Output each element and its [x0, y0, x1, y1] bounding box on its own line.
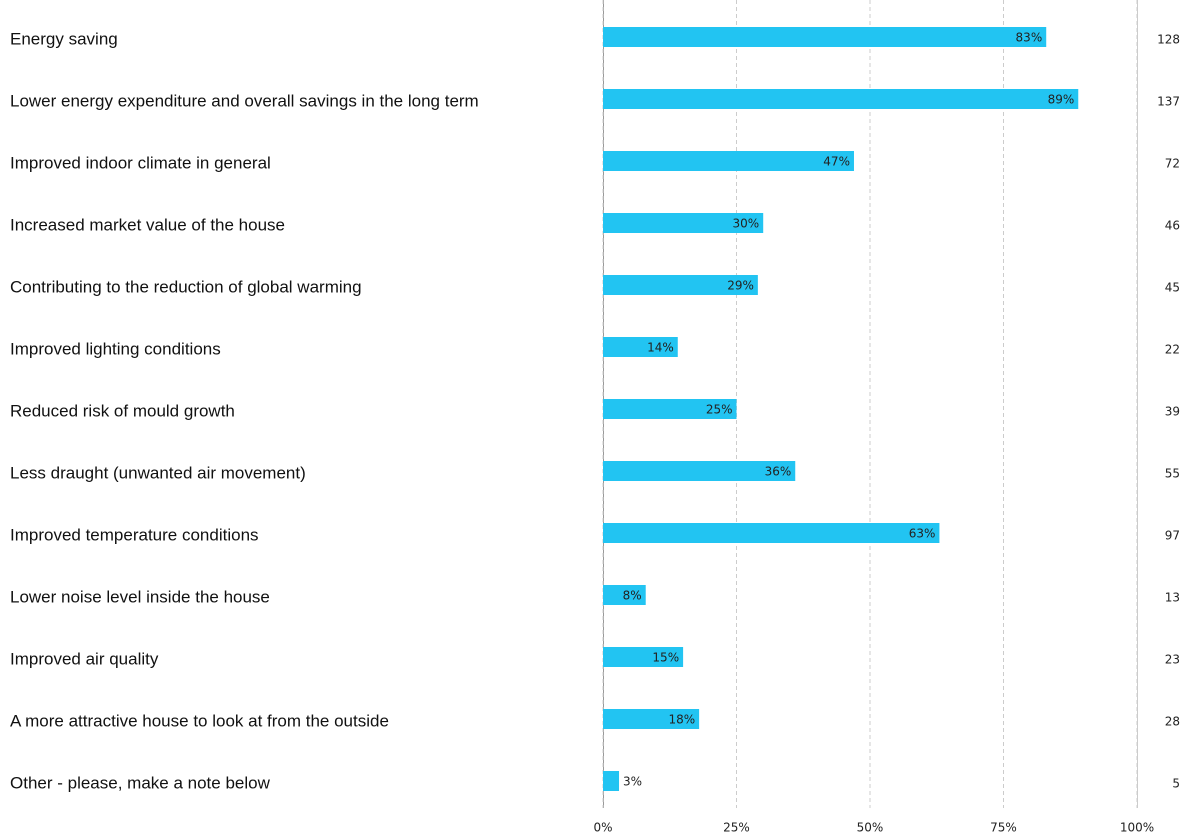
category-label: Improved air quality: [10, 649, 159, 668]
category-label: Increased market value of the house: [10, 215, 285, 234]
category-label: Other - please, make a note below: [10, 773, 271, 792]
bar: [603, 771, 620, 791]
value-label: 63%: [909, 527, 936, 541]
category-label: Lower energy expenditure and overall sav…: [10, 91, 479, 110]
category-label: Contributing to the reduction of global …: [10, 277, 362, 296]
count-label: 5: [1172, 777, 1180, 791]
bar: [603, 709, 700, 729]
category-label: Improved temperature conditions: [10, 525, 259, 544]
count-label: 46: [1165, 219, 1180, 233]
x-tick-label: 100%: [1120, 821, 1154, 835]
count-label: 13: [1165, 591, 1180, 605]
count-label: 128: [1157, 33, 1180, 47]
value-label: 89%: [1048, 93, 1075, 107]
category-label: Less draught (unwanted air movement): [10, 463, 306, 482]
value-label: 25%: [706, 403, 733, 417]
count-label: 137: [1157, 95, 1180, 109]
count-label: 97: [1165, 529, 1180, 543]
value-label: 30%: [733, 217, 760, 231]
category-label: Energy saving: [10, 29, 118, 48]
value-label: 14%: [647, 341, 674, 355]
count-label: 55: [1165, 467, 1180, 481]
value-label: 83%: [1016, 31, 1043, 45]
count-label: 72: [1165, 157, 1180, 171]
bar: [603, 213, 764, 233]
count-label: 23: [1165, 653, 1180, 667]
x-tick-label: 0%: [593, 821, 612, 835]
category-label: A more attractive house to look at from …: [10, 711, 389, 730]
bar: [603, 27, 1047, 47]
count-label: 45: [1165, 281, 1180, 295]
value-label: 29%: [727, 279, 754, 293]
value-label: 47%: [823, 155, 850, 169]
count-label: 22: [1165, 343, 1180, 357]
bar: [603, 399, 737, 419]
value-label: 3%: [623, 775, 642, 789]
bar: [603, 647, 684, 667]
value-label: 18%: [668, 713, 695, 727]
value-label: 15%: [652, 651, 679, 665]
category-label: Improved lighting conditions: [10, 339, 221, 358]
bar: [603, 461, 796, 481]
count-label: 28: [1165, 715, 1180, 729]
bar: [603, 523, 940, 543]
count-label: 39: [1165, 405, 1180, 419]
bar: [603, 585, 646, 605]
category-label: Improved indoor climate in general: [10, 153, 271, 172]
category-label: Reduced risk of mould growth: [10, 401, 235, 420]
value-label: 8%: [623, 589, 642, 603]
bar: [603, 89, 1079, 109]
value-label: 36%: [765, 465, 792, 479]
x-tick-label: 50%: [857, 821, 884, 835]
bar: [603, 337, 678, 357]
bar: [603, 151, 854, 171]
x-tick-label: 25%: [723, 821, 750, 835]
bar: [603, 275, 758, 295]
category-label: Lower noise level inside the house: [10, 587, 270, 606]
x-tick-label: 75%: [990, 821, 1017, 835]
